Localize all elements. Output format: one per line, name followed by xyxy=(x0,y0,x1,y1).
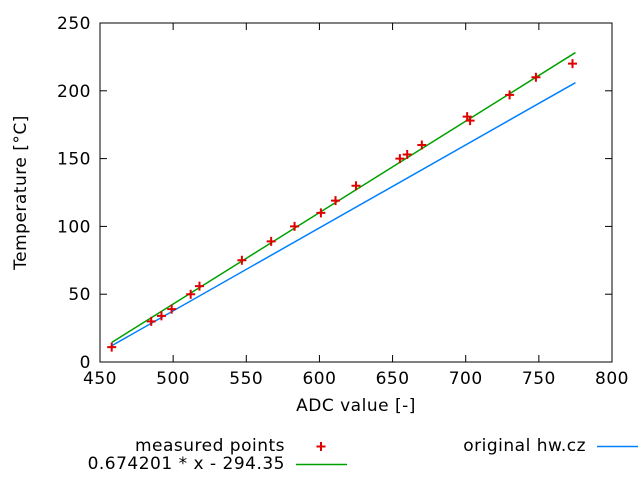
legend-original-label: original hw.cz xyxy=(463,436,586,456)
y-tick-label: 100 xyxy=(57,217,91,237)
plot-border xyxy=(99,22,613,363)
data-point-marker xyxy=(266,236,276,246)
y-axis-label: Temperature [°C] xyxy=(11,115,31,271)
legend-entry-fit: 0.674201 * x - 294.35 xyxy=(87,454,347,474)
data-point-marker xyxy=(290,221,300,231)
data-point-marker xyxy=(167,304,177,314)
y-tick-label: 150 xyxy=(57,150,91,170)
data-point-marker xyxy=(316,208,326,218)
data-point-marker xyxy=(146,316,156,326)
legend-measured-label: measured points xyxy=(134,436,285,456)
data-point-marker xyxy=(531,72,541,82)
data-point-marker xyxy=(331,196,341,206)
original-line-sample-icon xyxy=(597,440,638,453)
x-tick-label: 500 xyxy=(156,369,190,389)
data-point-marker xyxy=(568,59,578,69)
y-tick-label: 50 xyxy=(68,285,91,305)
fit-line-sample-icon xyxy=(296,458,347,471)
data-point-marker xyxy=(417,140,427,150)
plot-svg: 450 500 550 600 650 700 750 800 0 50 100 150 200 250 A… xyxy=(11,14,629,416)
legend-fit-label: 0.674201 * x - 294.35 xyxy=(87,454,285,474)
original-line xyxy=(111,82,576,347)
x-tick-label: 650 xyxy=(376,369,410,389)
x-tick-label: 600 xyxy=(302,369,336,389)
legend-entry-original: original hw.cz xyxy=(463,436,638,456)
data-point-marker xyxy=(505,90,515,100)
y-tick-label: 200 xyxy=(57,82,91,102)
data-point-marker xyxy=(351,181,361,191)
x-tick-label: 800 xyxy=(595,369,629,389)
x-axis-label: ADC value [-] xyxy=(296,396,416,416)
y-tick-label: 250 xyxy=(57,14,91,34)
legend-entry-measured: measured points xyxy=(134,436,347,456)
x-tick-label: 550 xyxy=(229,369,263,389)
data-point-marker xyxy=(194,281,204,291)
data-point-marker xyxy=(395,154,405,164)
data-point-marker xyxy=(186,289,196,299)
plus-marker-sample-icon xyxy=(296,440,347,453)
data-point-marker xyxy=(107,342,117,352)
x-tick-label: 750 xyxy=(522,369,556,389)
y-tick-label: 0 xyxy=(80,353,91,373)
data-point-marker xyxy=(237,255,247,265)
data-point-marker xyxy=(156,311,166,321)
fit-line xyxy=(111,51,576,344)
data-point-marker xyxy=(465,116,475,126)
data-point-marker xyxy=(402,150,412,160)
x-tick-label: 450 xyxy=(83,369,117,389)
x-tick-label: 700 xyxy=(449,369,483,389)
